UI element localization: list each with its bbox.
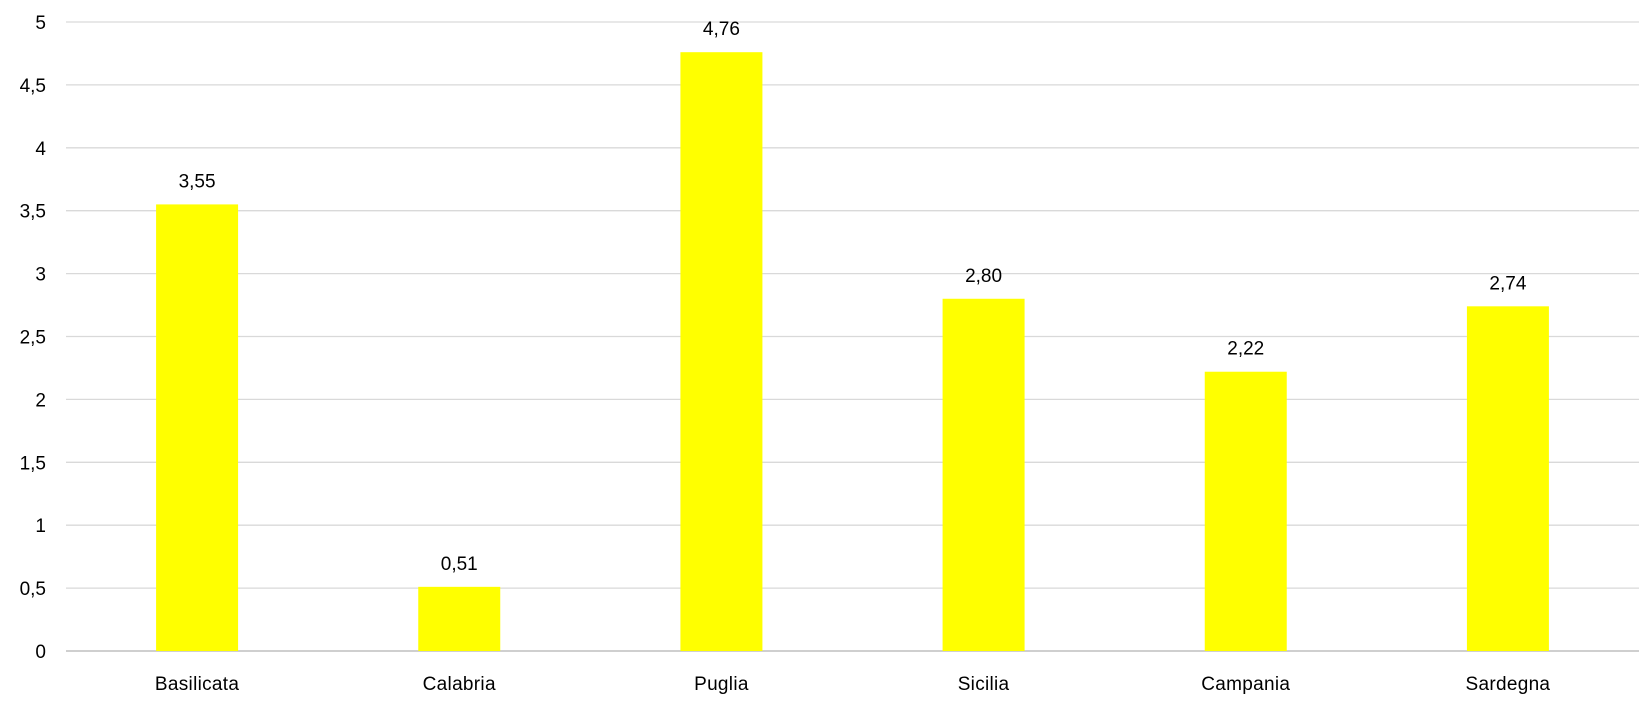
bar-campania	[1204, 371, 1287, 651]
y-tick-label: 3	[35, 265, 46, 286]
y-tick-label: 4,5	[20, 76, 46, 97]
data-label: 0,51	[441, 554, 478, 575]
x-tick-label: Puglia	[694, 674, 749, 695]
x-tick-label: Campania	[1201, 674, 1290, 695]
x-tick-label: Calabria	[423, 674, 496, 695]
y-tick-label: 5	[35, 13, 46, 34]
x-tick-label: Sardegna	[1466, 674, 1551, 695]
y-tick-label: 0,5	[20, 579, 46, 600]
data-label: 2,74	[1489, 273, 1526, 294]
bar-sicilia	[942, 298, 1025, 651]
data-label: 3,55	[179, 171, 216, 192]
y-tick-label: 2	[35, 390, 46, 411]
data-label: 2,22	[1227, 339, 1264, 360]
bar-puglia	[680, 52, 763, 651]
bar-sardegna	[1466, 306, 1549, 651]
bars	[156, 52, 1549, 651]
bar-calabria	[418, 586, 501, 651]
y-tick-label: 1	[35, 516, 46, 537]
x-axis-category-labels: Basilicata Calabria Puglia Sicilia Campania S…	[155, 674, 1551, 695]
gridlines	[66, 21, 1639, 652]
bar-basilicata	[156, 204, 239, 651]
y-tick-label: 4	[35, 139, 46, 160]
y-tick-label: 2,5	[20, 328, 46, 349]
x-tick-label: Basilicata	[155, 674, 239, 695]
data-labels: 3,55 0,51 4,76 2,80 2,22 2,74	[179, 19, 1527, 575]
data-label: 2,80	[965, 266, 1002, 287]
x-tick-label: Sicilia	[958, 674, 1010, 695]
y-axis-tick-labels: 0 0,5 1 1,5 2 2,5 3 3,5 4 4,5 5	[20, 13, 47, 663]
data-label: 4,76	[703, 19, 740, 40]
y-tick-label: 0	[35, 642, 46, 663]
y-tick-label: 3,5	[20, 202, 46, 223]
y-tick-label: 1,5	[20, 453, 46, 474]
